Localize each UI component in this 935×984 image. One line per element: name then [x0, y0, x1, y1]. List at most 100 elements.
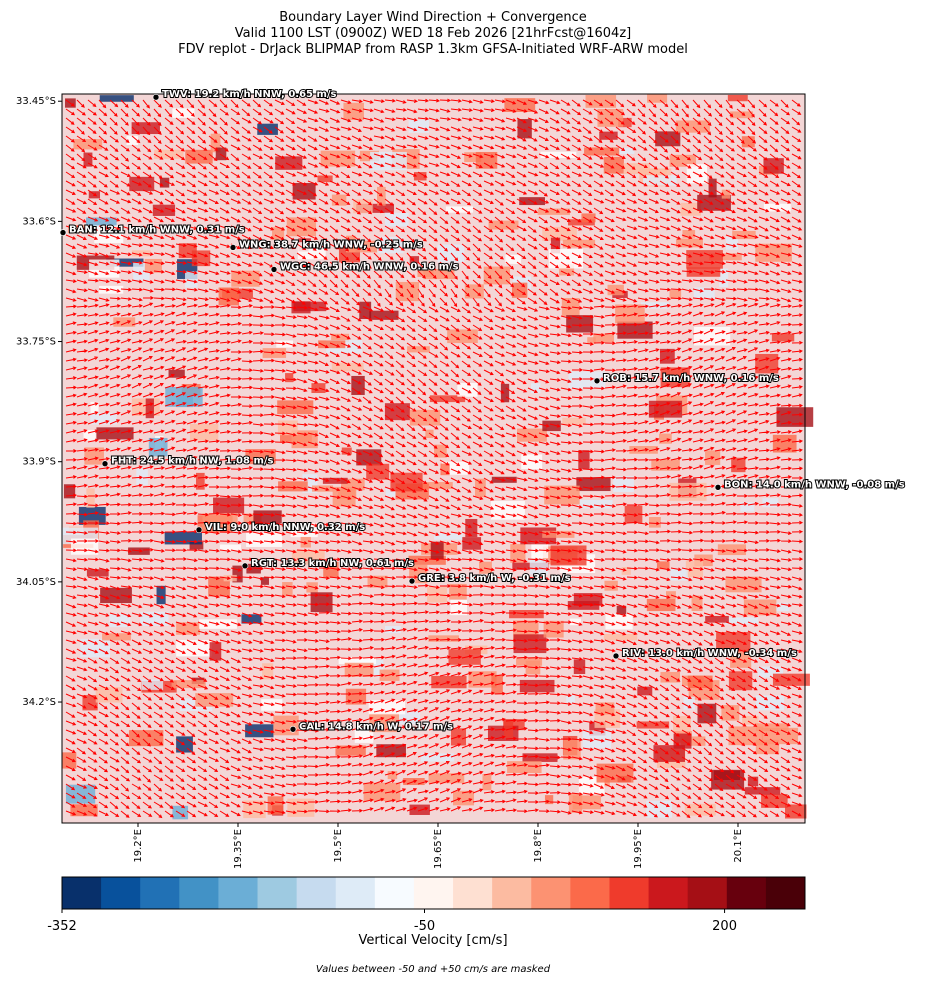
colorbar-segment: [179, 877, 219, 909]
shade-patch: [131, 122, 160, 135]
shade-patch: [741, 136, 755, 148]
shade-patch: [585, 94, 617, 108]
shade-patch: [680, 202, 701, 216]
shade-patch: [544, 795, 554, 805]
shade-patch: [83, 429, 96, 441]
shade-patch: [550, 545, 587, 566]
colorbar-segment: [453, 877, 493, 909]
shade-patch: [676, 238, 703, 248]
shade-patch: [500, 383, 510, 403]
shade-patch: [561, 298, 580, 317]
shade-patch: [366, 463, 390, 480]
shade-patch: [409, 256, 420, 264]
shade-patch: [530, 383, 541, 394]
shade-patch: [86, 569, 109, 577]
shade-patch: [483, 266, 511, 285]
shade-patch: [387, 771, 398, 780]
colorbar-segment: [62, 877, 102, 909]
shade-patch: [434, 533, 463, 540]
shade-patch: [385, 488, 397, 497]
shade-patch: [241, 614, 262, 624]
shade-patch: [447, 329, 478, 344]
shade-patch: [260, 577, 269, 585]
shade-patch: [757, 666, 784, 678]
shade-patch: [669, 154, 697, 167]
shade-patch: [290, 523, 318, 538]
shade-patch: [660, 671, 681, 683]
shade-patch: [159, 177, 170, 188]
shade-patch: [762, 498, 779, 508]
colorbar-segment: [374, 877, 415, 909]
shade-patch: [474, 478, 486, 498]
shade-patch: [681, 736, 706, 746]
shade-patch: [338, 657, 377, 665]
station-marker: [195, 526, 203, 534]
shade-patch: [728, 671, 753, 691]
shade-patch: [651, 459, 680, 471]
footnote: Values between -50 and +50 cm/s are mask…: [316, 964, 551, 975]
shade-patch: [423, 269, 455, 280]
station-marker: [408, 577, 416, 585]
shade-patch: [384, 403, 410, 421]
title-line: FDV replot - DrJack BLIPMAP from RASP 1.…: [178, 42, 688, 57]
station-marker: [152, 93, 160, 101]
shade-patch: [346, 240, 377, 253]
shade-patch: [246, 563, 261, 574]
station-marker: [101, 460, 109, 468]
shade-patch: [86, 217, 117, 227]
station-label: WNG: 38.7 km/h WNW, -0.25 m/s: [239, 239, 423, 250]
shade-patch: [682, 230, 696, 238]
shade-patch: [694, 554, 713, 567]
shade-patch: [621, 566, 631, 575]
shade-patch: [747, 776, 759, 787]
colorbar-frame: [61, 876, 806, 910]
shade-patch: [521, 454, 543, 470]
colorbar-segment: [726, 877, 767, 909]
shade-patch: [83, 152, 93, 167]
colorbar-segment: [335, 877, 376, 909]
shade-patch: [86, 488, 95, 508]
map-frame: [61, 93, 806, 824]
shade-patch: [272, 227, 285, 240]
shade-patch: [581, 213, 596, 223]
shade-patch: [613, 476, 634, 493]
shade-patch: [670, 568, 688, 581]
shade-patch: [744, 787, 781, 795]
shade-patch: [697, 194, 731, 211]
shade-patch: [417, 270, 434, 277]
shade-patch: [96, 427, 134, 440]
shade-patch: [730, 111, 753, 119]
shade-patch: [587, 337, 596, 344]
shade-patch: [605, 613, 633, 630]
shade-patch: [409, 804, 430, 815]
shade-patch: [428, 635, 459, 642]
shade-patch: [62, 752, 77, 769]
shade-patch: [359, 301, 372, 320]
shade-patch: [67, 225, 92, 234]
shade-patch: [335, 745, 366, 756]
shade-patch: [771, 333, 795, 342]
shade-patch: [732, 230, 756, 240]
station-label: RGT: 13.3 km/h NW, 0.61 m/s: [251, 558, 414, 569]
shade-patch: [648, 400, 683, 418]
shade-patch: [310, 592, 333, 613]
shade-patch: [646, 598, 676, 612]
shade-patch: [478, 561, 492, 574]
shade-patch: [719, 268, 729, 288]
shade-patch: [537, 208, 570, 215]
colorbar-tick-label: 200: [712, 919, 737, 934]
shade-patch: [413, 172, 427, 181]
colorbar-segment: [531, 877, 571, 909]
shade-patch: [429, 395, 466, 403]
shade-patch: [262, 663, 274, 680]
shade-patch: [428, 773, 465, 784]
x-tick-label: 19.2°E: [133, 829, 144, 863]
shade-patch: [275, 156, 303, 170]
shade-patch: [128, 730, 164, 747]
shade-patch: [408, 119, 430, 133]
x-tick-label: 19.8°E: [533, 829, 544, 863]
shade-patch: [705, 615, 729, 623]
station-marker: [241, 562, 249, 570]
station-label: RIV: 13.0 km/h WNW, -0.34 m/s: [622, 648, 797, 659]
station-label: VIL: 9.0 km/h NNW, 0.32 m/s: [205, 522, 365, 533]
